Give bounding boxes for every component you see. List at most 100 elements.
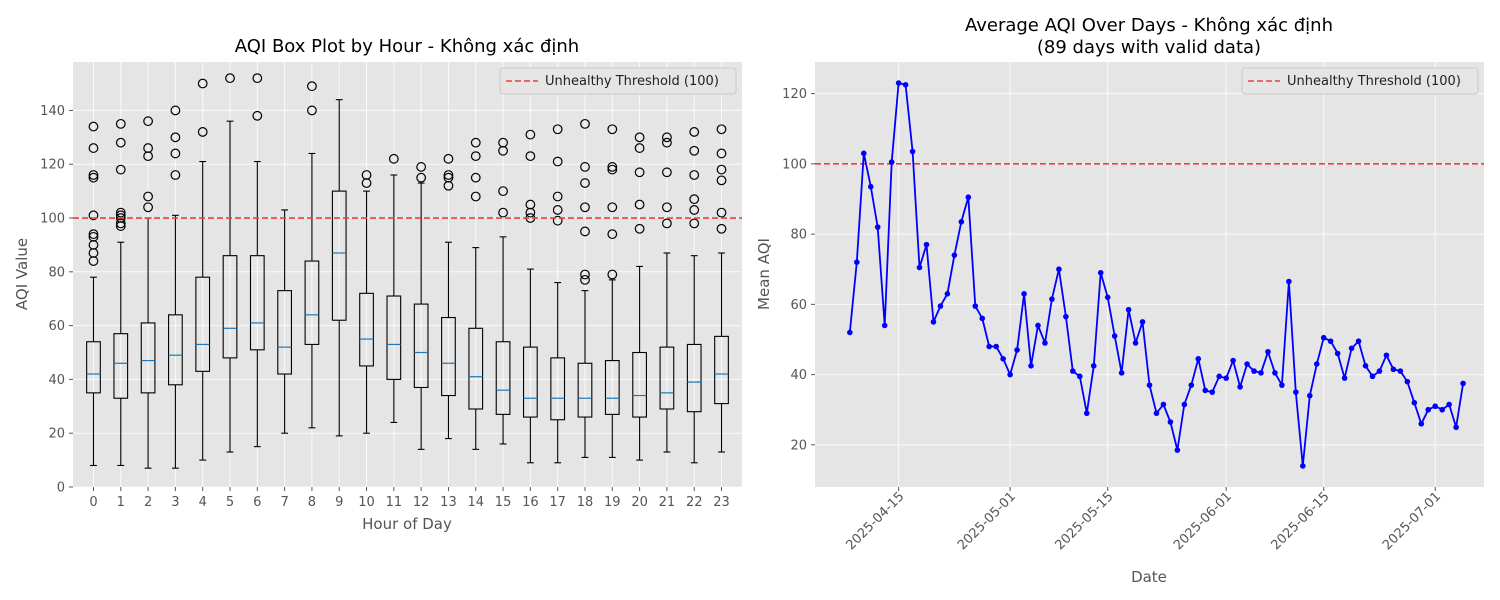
data-point [902, 82, 909, 88]
y-tick-label: 80 [48, 265, 65, 280]
x-tick-label: 14 [467, 495, 484, 510]
x-tick-label: 23 [713, 495, 730, 510]
outlier-point [525, 129, 536, 140]
box-iqr [222, 255, 238, 359]
data-point [1077, 373, 1083, 380]
box-1 [113, 118, 129, 467]
line-chart-x-axis-label: Date [1131, 568, 1167, 586]
outlier-point [115, 218, 126, 229]
box-plot-x-axis-label: Hour of Day [362, 515, 452, 533]
box-iqr [577, 362, 593, 418]
outlier-point [115, 207, 126, 218]
data-point [1083, 410, 1090, 417]
line-chart-subtitle: (89 days with valid data) [1037, 37, 1261, 58]
data-point [867, 183, 874, 190]
box-21 [659, 132, 675, 453]
outlier-point [361, 178, 372, 188]
outlier-point [580, 226, 590, 237]
box-18 [577, 118, 593, 458]
box-iqr [468, 327, 484, 410]
box-0 [86, 121, 101, 467]
data-point [1014, 347, 1020, 353]
data-point [1418, 420, 1425, 427]
outlier-point [470, 172, 481, 183]
data-point [1230, 357, 1236, 364]
data-point [1320, 334, 1327, 341]
outlier-point [115, 221, 126, 231]
outlier-point [197, 127, 208, 137]
outlier-point [388, 153, 399, 164]
data-point [1327, 338, 1334, 345]
data-point [1195, 355, 1202, 362]
line-plot-y-ticks: 20 40 60 80 100 120 [782, 87, 815, 453]
data-point [895, 80, 902, 86]
data-point [958, 219, 965, 225]
outlier-point [580, 178, 590, 188]
data-point [965, 194, 972, 201]
box-iqr [331, 190, 347, 321]
x-tick-label: 7 [280, 495, 288, 510]
data-point [993, 343, 999, 350]
outlier-point [716, 175, 727, 186]
data-point [916, 264, 923, 271]
outlier-point [689, 145, 700, 156]
data-point [1286, 278, 1292, 285]
data-point [1000, 355, 1006, 362]
data-point [854, 259, 860, 266]
box-iqr [386, 295, 402, 380]
data-point [1146, 382, 1153, 388]
outlier-point [197, 78, 208, 89]
data-point [1063, 313, 1069, 320]
outlier-point [580, 118, 590, 129]
box-iqr [604, 360, 620, 415]
x-tick-label: 6 [253, 495, 261, 510]
y-tick-label: 20 [790, 438, 807, 453]
data-point [1425, 406, 1432, 413]
outlier-point [170, 170, 181, 180]
outlier-point [634, 132, 645, 143]
data-point [951, 252, 958, 258]
outlier-point [170, 105, 181, 116]
data-point [909, 148, 916, 155]
outlier-point [170, 132, 181, 143]
data-point [1104, 294, 1111, 301]
data-point [1258, 370, 1264, 376]
data-point [1049, 296, 1055, 302]
data-point [1056, 266, 1062, 273]
data-point [1293, 389, 1299, 395]
y-tick-label: 60 [48, 319, 65, 334]
data-point [1279, 382, 1285, 388]
data-point [1397, 368, 1404, 374]
data-point [1181, 401, 1188, 408]
data-point [1334, 350, 1341, 357]
series-points [847, 80, 1466, 469]
outlier-point [634, 143, 645, 153]
x-tick-label: 13 [440, 495, 457, 510]
outlier-point [552, 124, 563, 135]
outlier-point [115, 164, 126, 175]
box-plot-legend-label: Unhealthy Threshold (100) [545, 74, 719, 89]
box-plot-chart: 0 1 2 3 4 5 6 7 8 9 10 11 12 13 14 15 16 17 18 19 20 21 22 23 0… [13, 36, 742, 533]
box-plot-legend-frame [499, 67, 737, 95]
x-tick-label: 9 [335, 495, 343, 510]
data-point [1446, 401, 1452, 408]
data-point [1167, 419, 1174, 425]
outlier-point [662, 137, 672, 148]
data-point [1209, 389, 1216, 395]
y-tick-label: 120 [40, 158, 65, 173]
outlier-point [88, 170, 99, 180]
box-iqr [495, 341, 511, 415]
data-point [1202, 387, 1209, 394]
y-tick-label: 0 [57, 481, 65, 496]
outlier-point [443, 170, 454, 180]
box-iqr [441, 316, 456, 397]
outlier-point [689, 170, 700, 180]
data-point [1118, 370, 1125, 376]
data-point [1007, 371, 1013, 378]
box-iqr [413, 303, 429, 389]
data-point [1313, 361, 1320, 367]
box-plot-legend: Unhealthy Threshold (100) [499, 67, 737, 95]
outlier-point [143, 202, 153, 213]
outlier-point [552, 215, 563, 226]
